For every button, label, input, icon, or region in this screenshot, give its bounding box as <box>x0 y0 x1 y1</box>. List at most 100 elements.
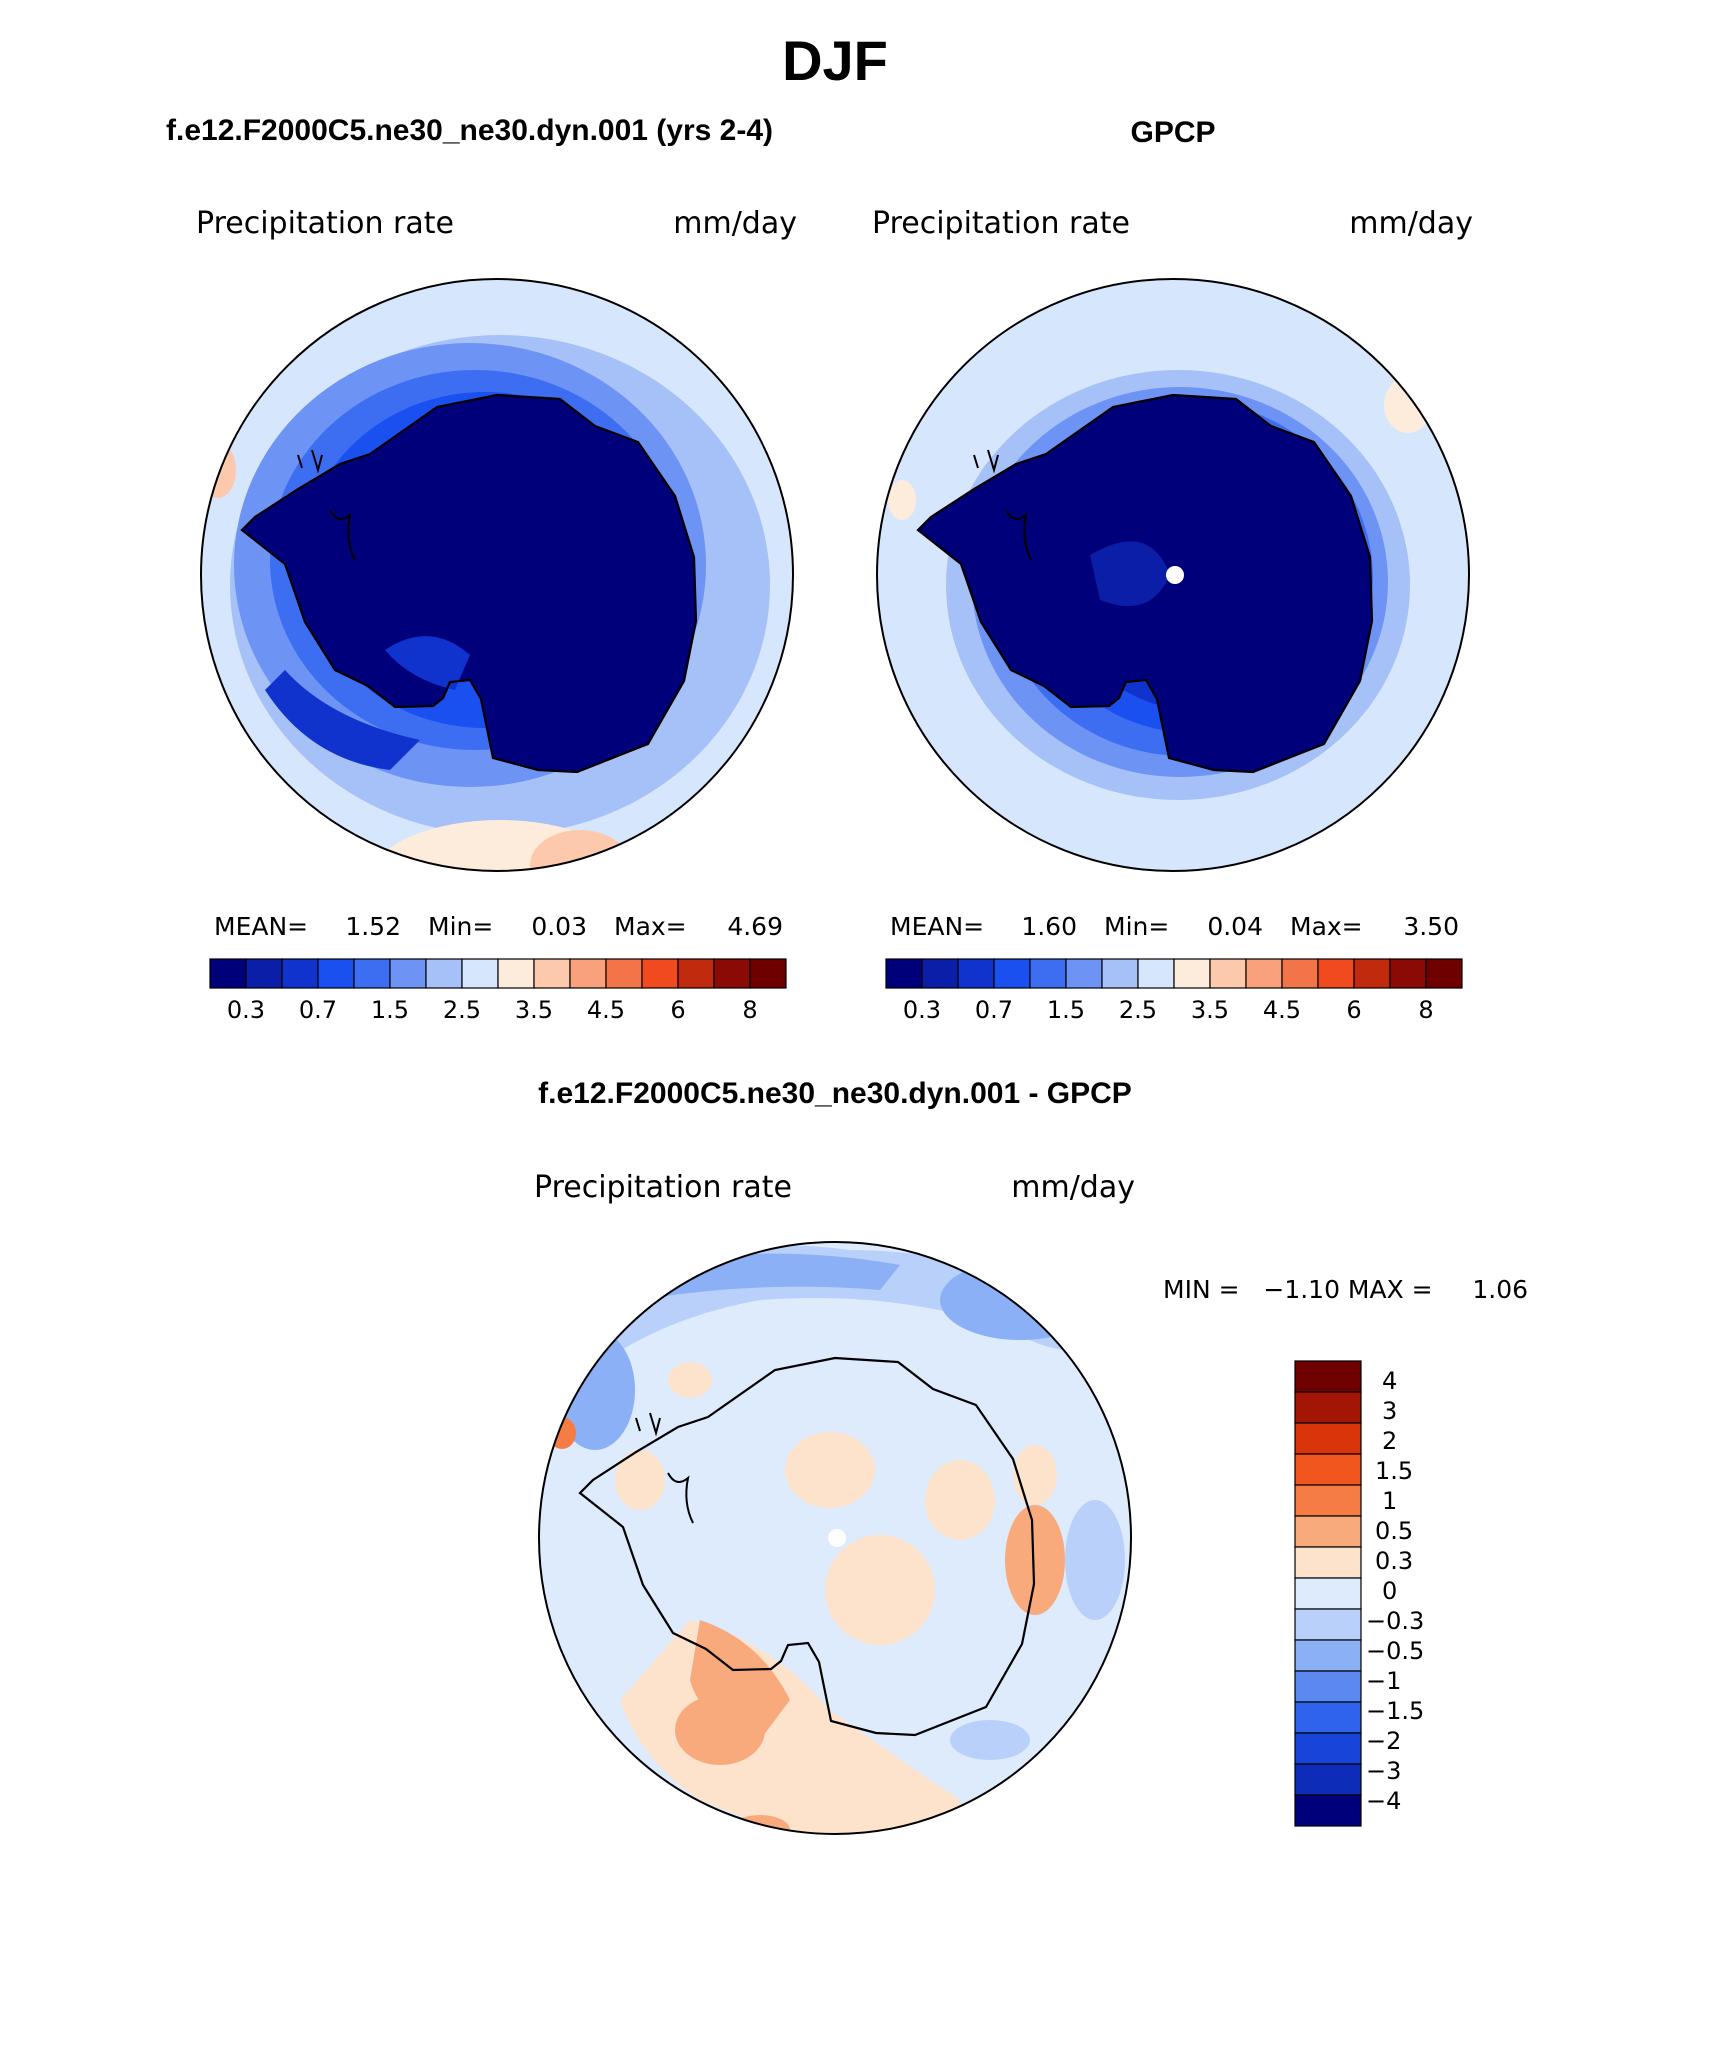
colorbar-swatch <box>677 958 715 989</box>
colorbar-swatch <box>1294 1701 1362 1734</box>
page-title: DJF <box>782 29 888 92</box>
obs-map-title: GPCP <box>1130 116 1215 149</box>
colorbar-swatch <box>1294 1546 1362 1579</box>
obs-tick: 8 <box>1418 996 1433 1024</box>
colorbar-swatch <box>921 958 959 989</box>
colorbar-swatch <box>425 958 463 989</box>
diff-bar-label: 0.3 <box>1375 1547 1413 1575</box>
colorbar-swatch <box>1294 1670 1362 1703</box>
obs-tick: 1.5 <box>1047 996 1085 1024</box>
model-max-value: 4.69 <box>727 912 783 941</box>
obs-units-label: mm/day <box>1349 206 1473 241</box>
diff-bar-label: 2 <box>1382 1427 1397 1455</box>
model-map-title: f.e12.F2000C5.ne30_ne30.dyn.001 (yrs 2-4… <box>166 114 773 147</box>
colorbar-swatch <box>641 958 679 989</box>
colorbar-swatch <box>1245 958 1283 989</box>
model-units-label: mm/day <box>673 206 797 241</box>
colorbar-swatch <box>281 958 319 989</box>
colorbar-swatch <box>1317 958 1355 989</box>
colorbar-swatch <box>1425 958 1463 989</box>
colorbar-swatch <box>957 958 995 989</box>
colorbar-swatch <box>1294 1639 1362 1672</box>
diff-map-outline <box>538 1241 1132 1835</box>
colorbar-swatch <box>749 958 787 989</box>
model-coastline <box>240 393 698 774</box>
model-min-value: 0.03 <box>531 912 587 941</box>
model-mean-value: 1.52 <box>345 912 401 941</box>
diff-minmax: MIN = −1.10 MAX = 1.06 <box>1163 1275 1528 1304</box>
colorbar-swatch <box>1173 958 1211 989</box>
colorbar-swatch <box>605 958 643 989</box>
model-tick: 2.5 <box>443 996 481 1024</box>
model-mean-label: MEAN= <box>214 912 308 941</box>
obs-polar-map <box>876 278 1470 872</box>
colorbar-swatch <box>1353 958 1391 989</box>
colorbar-swatch <box>1294 1484 1362 1517</box>
model-tick: 0.3 <box>227 996 265 1024</box>
obs-colorbar-ticks: 0.3 0.7 1.5 2.5 3.5 4.5 6 8 <box>903 996 1434 1024</box>
obs-colorbar <box>885 958 1463 989</box>
colorbar-swatch <box>1294 1763 1362 1796</box>
diff-colorbar-labels: 4 3 2 1.5 1 0.5 0.3 0 −0.3 −0.5 −1 −1.5 … <box>1366 1367 1424 1815</box>
colorbar-swatch <box>1294 1732 1362 1765</box>
model-tick: 1.5 <box>371 996 409 1024</box>
obs-min-value: 0.04 <box>1207 912 1263 941</box>
diff-panel: f.e12.F2000C5.ne30_ne30.dyn.001 - GPCP P… <box>534 1077 1528 1835</box>
diff-coastline <box>578 1356 1036 1737</box>
model-colorbar <box>209 958 787 989</box>
obs-tick: 3.5 <box>1191 996 1229 1024</box>
model-variable-label: Precipitation rate <box>196 206 454 241</box>
obs-variable-label: Precipitation rate <box>872 206 1130 241</box>
obs-map-outline <box>876 278 1470 872</box>
colorbar-swatch <box>389 958 427 989</box>
model-tick: 8 <box>742 996 757 1024</box>
colorbar-swatch <box>353 958 391 989</box>
obs-tick: 2.5 <box>1119 996 1157 1024</box>
colorbar-swatch <box>1389 958 1427 989</box>
model-min-label: Min= <box>428 912 493 941</box>
diff-bar-label: 1 <box>1382 1487 1397 1515</box>
model-tick: 0.7 <box>299 996 337 1024</box>
colorbar-swatch <box>1101 958 1139 989</box>
obs-max-label: Max= <box>1290 912 1363 941</box>
obs-pole-marker <box>1166 566 1184 584</box>
colorbar-swatch <box>209 958 247 989</box>
model-tick: 4.5 <box>587 996 625 1024</box>
obs-mean-value: 1.60 <box>1021 912 1077 941</box>
obs-tick: 4.5 <box>1263 996 1301 1024</box>
diff-map-title: f.e12.F2000C5.ne30_ne30.dyn.001 - GPCP <box>538 1077 1132 1110</box>
diff-bar-label: 3 <box>1382 1397 1397 1425</box>
diff-bar-label: 4 <box>1382 1367 1397 1395</box>
colorbar-swatch <box>1294 1453 1362 1486</box>
colorbar-swatch <box>1209 958 1247 989</box>
diff-bar-label: −3 <box>1366 1757 1401 1785</box>
obs-min-label: Min= <box>1104 912 1169 941</box>
colorbar-swatch <box>1281 958 1319 989</box>
colorbar-swatch <box>1294 1391 1362 1424</box>
colorbar-swatch <box>317 958 355 989</box>
obs-max-value: 3.50 <box>1403 912 1459 941</box>
model-tick: 3.5 <box>515 996 553 1024</box>
diff-bar-label: 0.5 <box>1375 1517 1413 1545</box>
obs-tick: 0.3 <box>903 996 941 1024</box>
diff-bar-label: −2 <box>1366 1727 1401 1755</box>
model-stats: MEAN= 1.52 Min= 0.03 Max= 4.69 <box>214 912 783 941</box>
colorbar-swatch <box>885 958 923 989</box>
colorbar-swatch <box>1294 1515 1362 1548</box>
colorbar-swatch <box>1065 958 1103 989</box>
diff-polar-map <box>538 1241 1132 1835</box>
diff-bar-label: −1.5 <box>1366 1697 1424 1725</box>
model-max-label: Max= <box>614 912 687 941</box>
diff-bar-label: −0.3 <box>1366 1607 1424 1635</box>
diff-bar-label: −4 <box>1366 1787 1401 1815</box>
diff-bar-label: −0.5 <box>1366 1637 1424 1665</box>
colorbar-swatch <box>533 958 571 989</box>
obs-panel: GPCP Precipitation rate mm/day <box>872 116 1473 1024</box>
colorbar-swatch <box>1294 1360 1362 1393</box>
diff-units-label: mm/day <box>1011 1170 1135 1205</box>
diff-bar-label: 0 <box>1382 1577 1397 1605</box>
colorbar-swatch <box>993 958 1031 989</box>
obs-tick: 6 <box>1346 996 1361 1024</box>
colorbar-swatch <box>569 958 607 989</box>
